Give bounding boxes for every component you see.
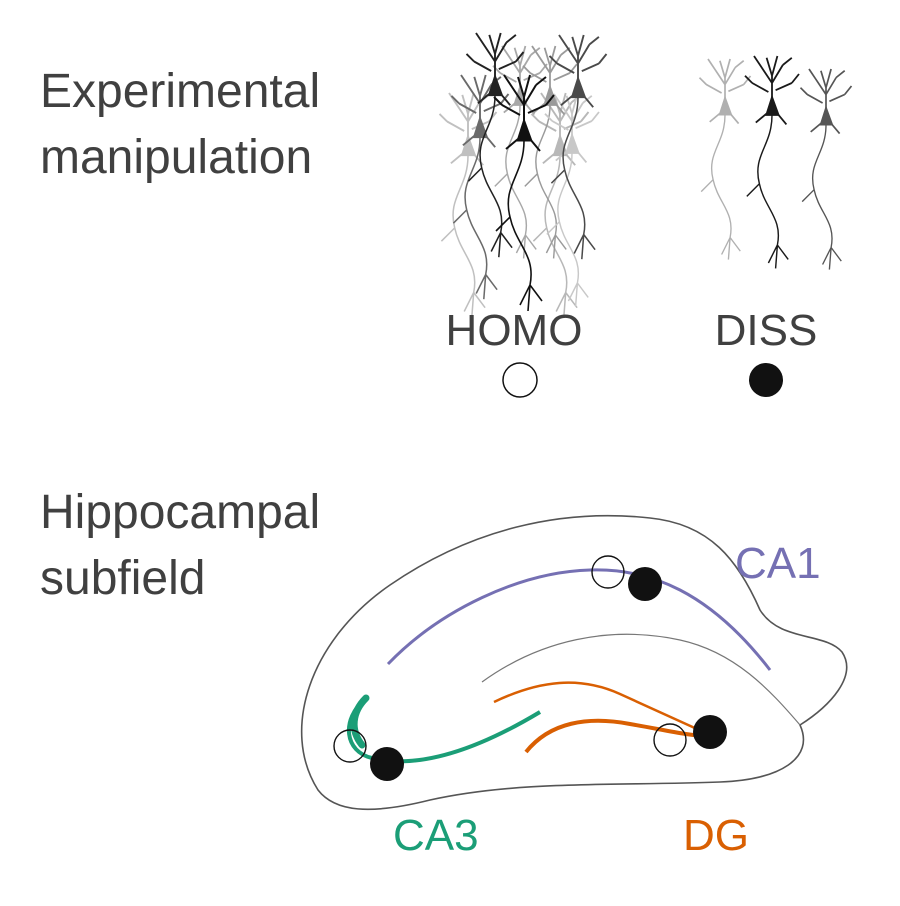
dg-diss-marker [693, 715, 727, 749]
manipulation-title-line2: manipulation [40, 131, 312, 184]
ca3-homo-marker [333, 729, 367, 763]
ca1-label: CA1 [735, 539, 821, 588]
dg-label: DG [683, 811, 749, 860]
homo-neuron-cluster-icon [438, 32, 608, 319]
hippocampus-outline [300, 514, 848, 811]
diss-filled-circle-marker [749, 363, 783, 397]
ca3-band-tail [350, 694, 370, 749]
diss-neuron-cluster-icon [698, 55, 853, 271]
subfield-title-line1: Hippocampal [40, 486, 320, 539]
ca3-label: CA3 [393, 811, 479, 860]
dg-band-upper [493, 681, 709, 736]
subfield-title-line2: subfield [40, 552, 205, 605]
homo-label: HOMO [446, 306, 583, 355]
ca1-diss-marker [628, 567, 662, 601]
ca3-diss-marker [370, 747, 404, 781]
diss-label: DISS [715, 306, 818, 355]
ca1-homo-marker [591, 555, 625, 589]
dg-homo-marker [653, 723, 687, 757]
ca1-band [386, 568, 772, 671]
dg-band-lower [524, 718, 709, 754]
hippocampus-diagram [300, 514, 848, 811]
homo-open-circle-marker [502, 362, 538, 398]
hippocampal-fissure-line [481, 633, 801, 726]
manipulation-title-line1: Experimental [40, 65, 320, 118]
